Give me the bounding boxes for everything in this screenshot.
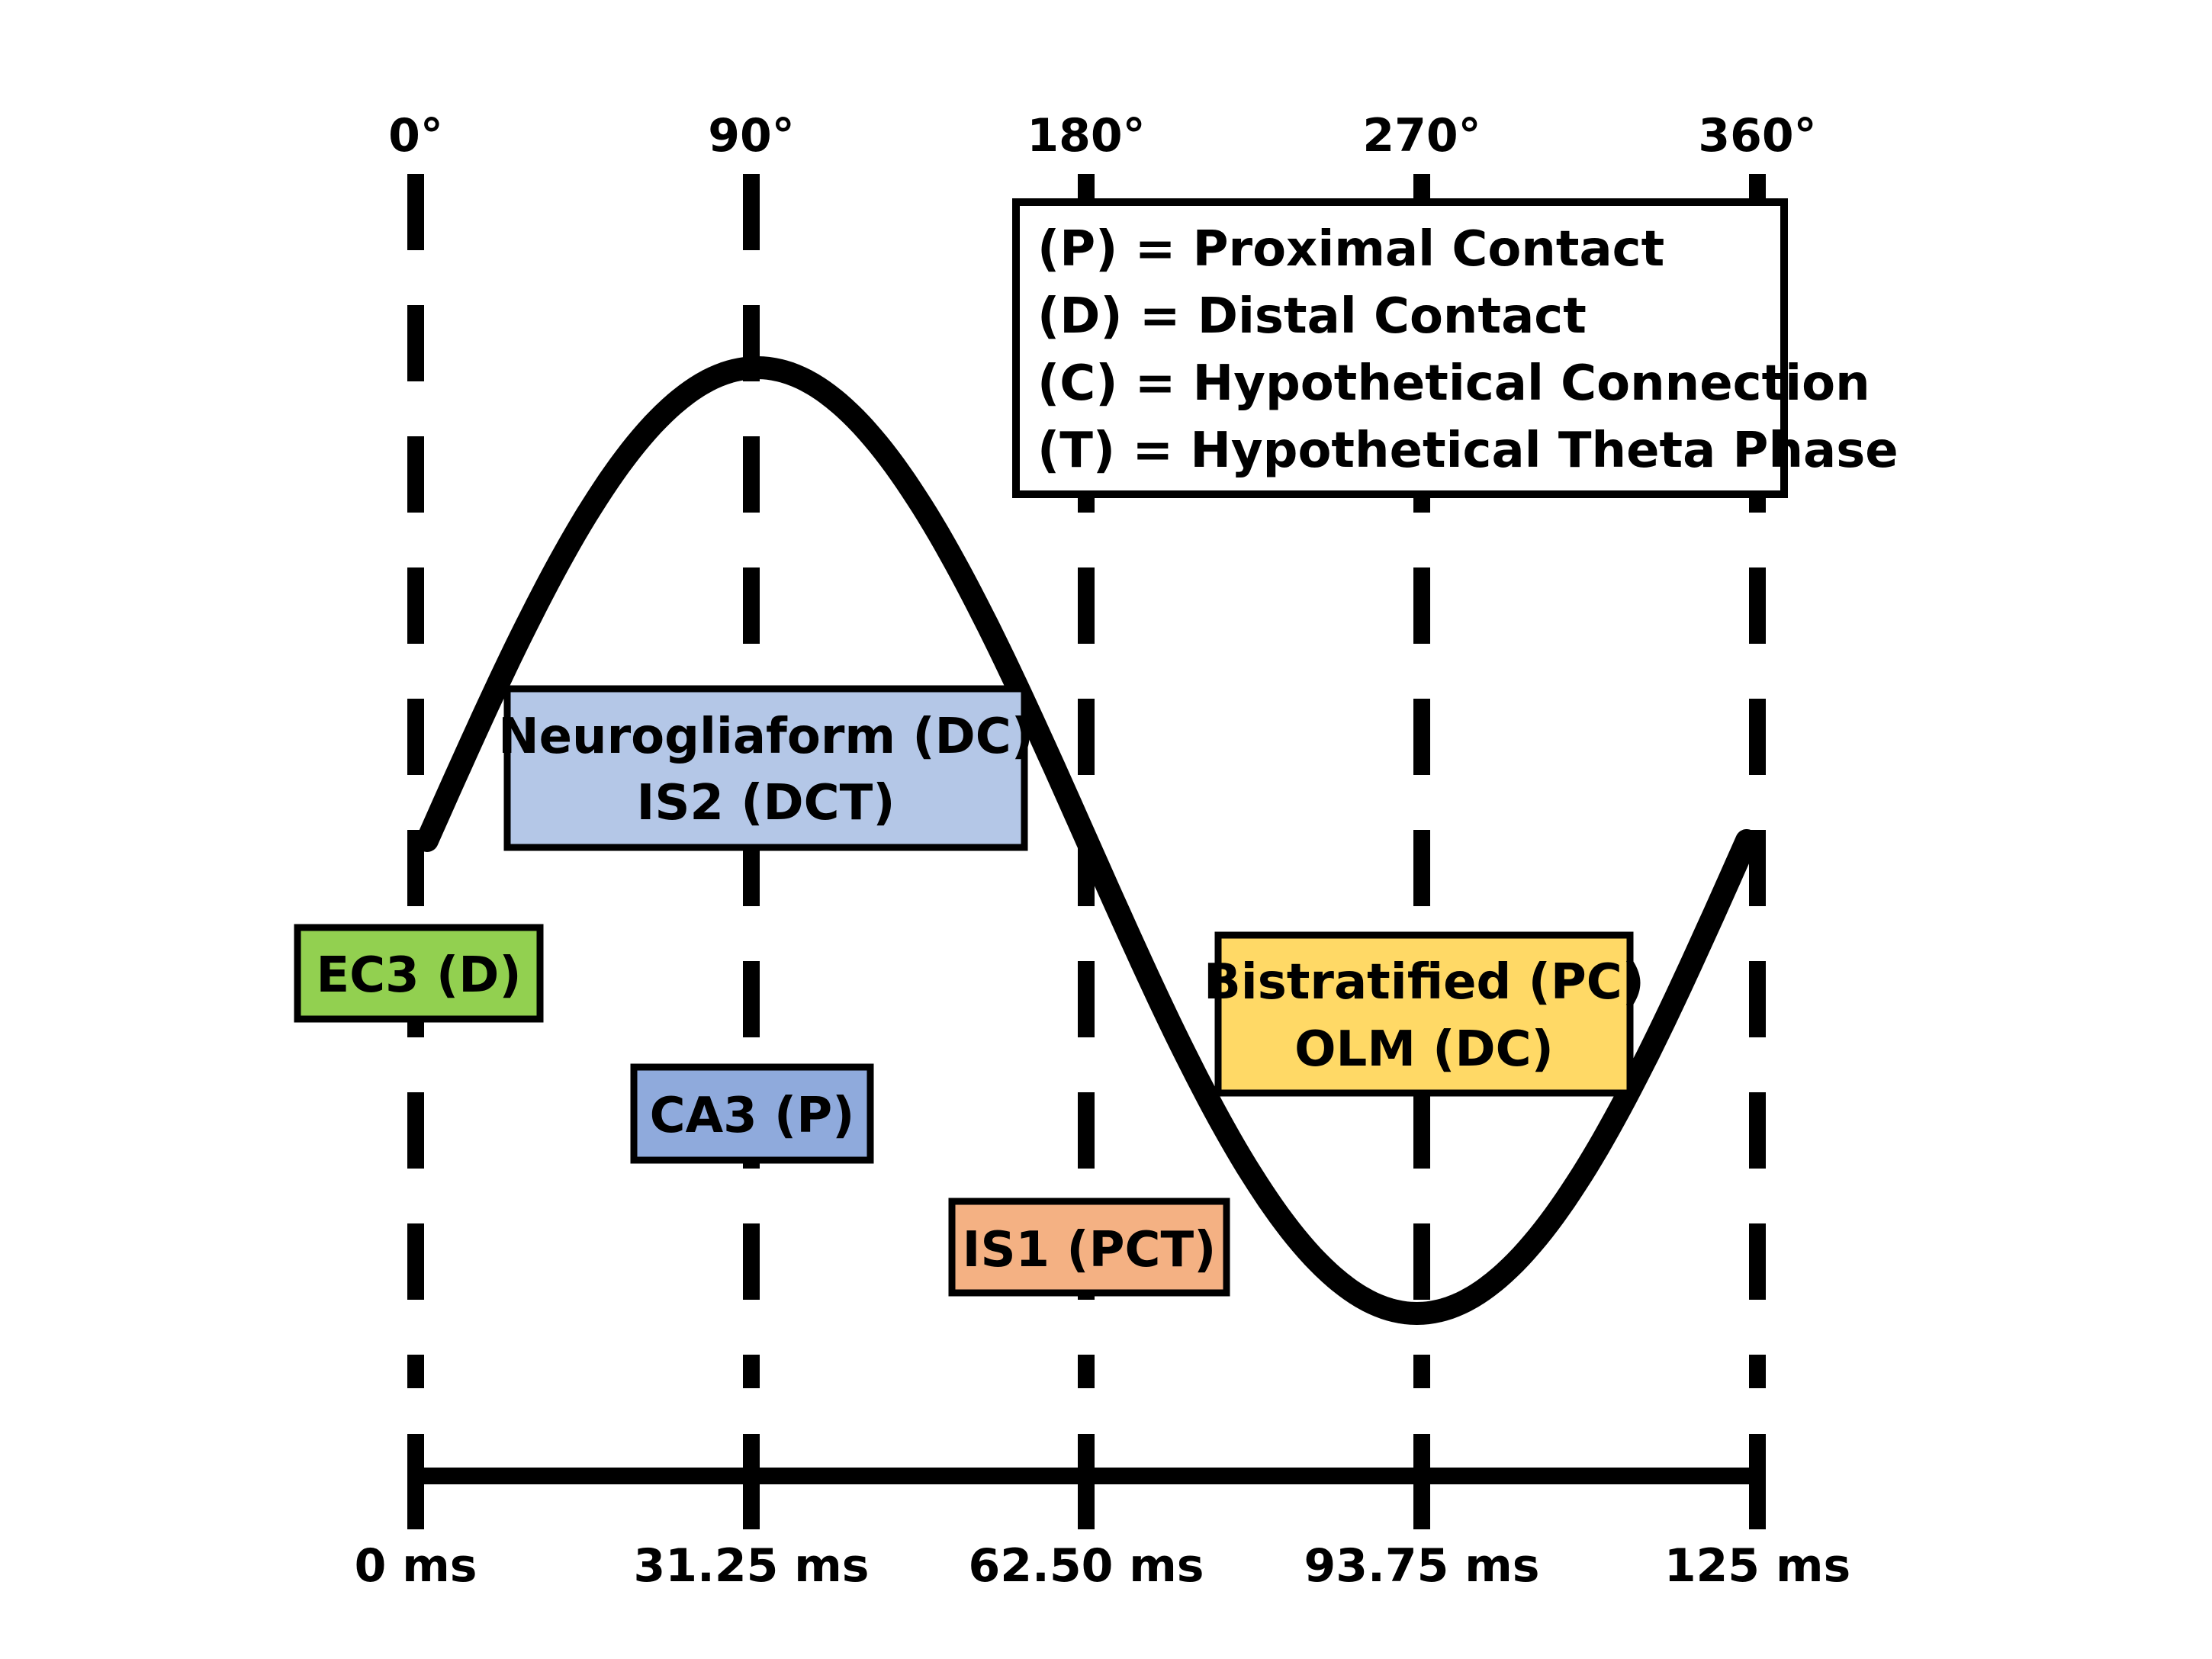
legend-line-theta-phase: (T) = Hypothetical Theta Phase: [1037, 423, 1899, 479]
phase-label-270: 270°: [1362, 109, 1481, 162]
box-neurogliaform-line-2: IS2 (DCT): [637, 775, 895, 831]
legend: (P) = Proximal Contact (D) = Distal Cont…: [1012, 198, 1899, 498]
box-bistratified-line-2: OLM (DC): [1294, 1021, 1554, 1078]
phase-label-0: 0°: [388, 109, 443, 162]
time-label-1: 31.25 ms: [634, 1539, 870, 1593]
phase-label-360: 360°: [1698, 109, 1816, 162]
box-neurogliaform-line-1: Neurogliaform (DC): [498, 709, 1034, 765]
box-neurogliaform-frame: [503, 685, 1028, 851]
legend-frame: [1012, 198, 1788, 498]
time-labels: 0 ms 31.25 ms 62.50 ms 93.75 ms 125 ms: [355, 1539, 1851, 1593]
box-ec3-line-1: EC3 (D): [316, 947, 521, 1004]
box-ec3-frame: [294, 924, 544, 1023]
phase-label-90: 90°: [708, 109, 795, 162]
time-label-3: 93.75 ms: [1304, 1539, 1540, 1593]
box-bistratified-line-1: Bistratified (PC): [1204, 954, 1645, 1011]
box-is1-line-1: IS1 (PCT): [963, 1222, 1217, 1278]
theta-wave: [416, 356, 1758, 1325]
legend-line-connection: (C) = Hypothetical Connection: [1037, 355, 1870, 412]
time-label-0: 0 ms: [355, 1539, 477, 1593]
box-is1-frame: [948, 1198, 1230, 1297]
time-axis: [407, 1434, 1766, 1529]
time-label-4: 125 ms: [1664, 1539, 1850, 1593]
legend-line-distal: (D) = Distal Contact: [1037, 288, 1587, 345]
box-ca3-line-1: CA3 (P): [650, 1088, 855, 1144]
box-ec3: EC3 (D): [294, 924, 544, 1023]
phase-labels: 0° 90° 180° 270° 360°: [388, 109, 1817, 162]
box-bistratified: Bistratified (PC) OLM (DC): [1204, 931, 1645, 1097]
box-ca3-frame: [630, 1063, 874, 1164]
box-bistratified-frame: [1214, 931, 1634, 1097]
legend-line-proximal: (P) = Proximal Contact: [1037, 221, 1664, 278]
box-ca3: CA3 (P): [630, 1063, 874, 1164]
time-label-2: 62.50 ms: [969, 1539, 1204, 1593]
box-neurogliaform: Neurogliaform (DC) IS2 (DCT): [498, 685, 1034, 851]
phase-label-180: 180°: [1027, 109, 1145, 162]
box-is1: IS1 (PCT): [948, 1198, 1230, 1297]
